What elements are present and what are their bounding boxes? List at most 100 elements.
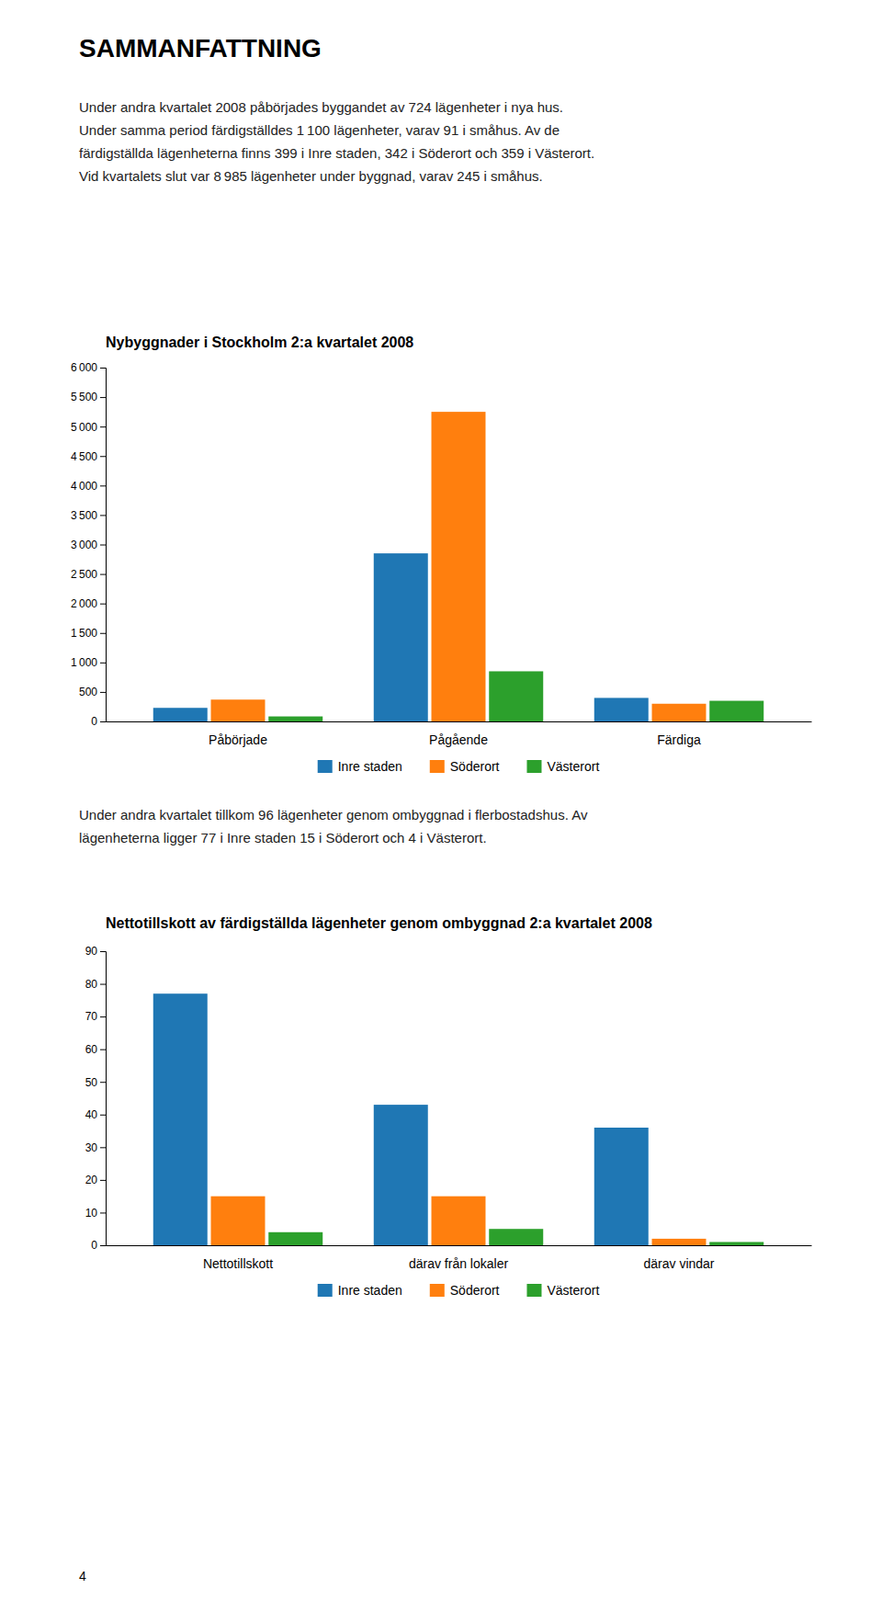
y-tick-mark — [100, 1244, 106, 1246]
y-tick-mark — [100, 544, 106, 546]
y-tick: 6 000 — [70, 361, 106, 374]
y-tick-label: 6 000 — [70, 361, 98, 374]
y-tick-label: 1 500 — [70, 626, 98, 640]
x-tick: därav från lokaler — [408, 1255, 509, 1271]
x-tick: Påbörjade — [208, 732, 268, 747]
y-tick-label: 2 500 — [70, 567, 98, 581]
legend-label: Söderort — [450, 758, 500, 774]
legend-swatch — [317, 759, 333, 773]
x-tick: Nettotillskott — [203, 1255, 273, 1271]
x-tick: därav vindar — [643, 1255, 714, 1271]
y-tick-mark — [100, 455, 106, 457]
y-tick: 70 — [85, 1009, 106, 1023]
y-tick-mark — [100, 603, 106, 605]
chart: 0 10 20 30 40 50 60 70 80 90 Nettotillskott därav f… — [85, 944, 813, 1271]
y-tick: 30 — [85, 1141, 106, 1154]
y-tick-mark — [100, 1049, 106, 1051]
y-tick-label: 500 — [79, 685, 98, 699]
x-tick-label: Pågående — [429, 732, 488, 747]
legend-item: Söderort — [429, 1282, 500, 1298]
y-tick-mark — [100, 983, 106, 985]
y-tick-mark — [100, 1179, 106, 1181]
y-tick-mark — [100, 514, 106, 516]
y-tick-mark — [100, 1081, 106, 1083]
y-axis: 05001 0001 5002 0002 5003 0003 5004 0004… — [70, 361, 107, 728]
y-tick: 60 — [85, 1042, 106, 1056]
y-tick: 0 — [90, 1238, 106, 1252]
bar — [488, 1228, 543, 1245]
y-tick: 1 000 — [70, 655, 106, 669]
y-tick-label: 20 — [85, 1173, 99, 1187]
legend-swatch — [429, 759, 445, 773]
x-axis-line — [106, 1244, 813, 1246]
y-tick: 40 — [85, 1108, 106, 1121]
y-tick-label: 2 000 — [70, 597, 98, 611]
y-tick: 2 500 — [70, 567, 106, 581]
y-tick-label: 80 — [85, 977, 99, 991]
series — [153, 553, 649, 722]
y-tick-mark — [100, 633, 106, 634]
paragraph-line: färdigställda lägenheterna finns 399 i I… — [79, 145, 595, 161]
y-tick: 1 500 — [70, 626, 106, 640]
y-tick: 20 — [85, 1173, 106, 1187]
y-tick-label: 3 000 — [70, 538, 98, 552]
series — [211, 411, 707, 722]
y-tick-mark — [100, 721, 106, 723]
y-tick: 3 500 — [70, 508, 106, 522]
legend-item: Söderort — [429, 758, 500, 774]
x-tick-label: Färdiga — [656, 732, 702, 747]
legend: Inre stadenSöderortVästerort — [317, 758, 600, 774]
x-tick-label: därav från lokaler — [408, 1255, 509, 1271]
series — [211, 1196, 707, 1245]
x-axis: Påbörjade Pågående Färdiga — [106, 722, 813, 747]
y-axis-line — [100, 951, 107, 1246]
y-tick: 10 — [85, 1206, 106, 1220]
bar — [153, 707, 208, 722]
y-tick-label: 40 — [85, 1108, 99, 1121]
y-tick: 4 000 — [70, 479, 106, 493]
y-tick-label: 50 — [85, 1075, 99, 1089]
x-tick: Färdiga — [656, 732, 702, 747]
y-tick: 2 000 — [70, 597, 106, 611]
y-tick-label: 4 000 — [70, 479, 98, 493]
paragraph-line: Under samma period färdigställdes 1 100 … — [79, 122, 560, 138]
paragraph-line: Under andra kvartalet tillkom 96 lägenhe… — [79, 806, 588, 823]
legend-label: Västerort — [546, 758, 600, 774]
page-title: SAMMANFATTNING — [79, 33, 322, 63]
bar — [652, 703, 707, 722]
bar — [594, 697, 649, 722]
chart: 05001 0001 5002 0002 5003 0003 5004 0004… — [70, 361, 813, 747]
legend: Inre staden Söderort Västerort — [317, 1282, 600, 1298]
legend-swatch — [317, 1283, 333, 1297]
bar — [431, 1196, 487, 1245]
y-tick: 50 — [85, 1075, 106, 1089]
bar — [268, 1232, 323, 1245]
bar — [709, 1241, 764, 1245]
bars — [153, 411, 764, 722]
series — [268, 670, 764, 722]
y-tick-mark — [100, 691, 106, 693]
page-footer: 4 — [79, 1568, 87, 1584]
legend-item: Västerort — [526, 1282, 600, 1298]
y-tick: 80 — [85, 977, 106, 991]
chart-title: Nettotillskott av färdigställda lägenhet… — [105, 915, 653, 931]
y-tick-label: 0 — [90, 714, 98, 728]
x-tick-label: Nettotillskott — [203, 1255, 273, 1271]
y-tick-label: 1 000 — [70, 655, 98, 669]
y-axis: 0 10 20 30 40 50 60 70 80 90 — [85, 944, 107, 1252]
y-tick-mark — [100, 1211, 106, 1213]
series — [153, 993, 649, 1245]
page: SAMMANFATTNING Under andra kvartalet 2008… — [0, 0, 882, 1600]
y-tick-mark — [100, 1114, 106, 1116]
paragraph-line: Under andra kvartalet 2008 påbörjades by… — [79, 99, 564, 115]
legend-item: Inre staden — [317, 1282, 403, 1298]
bar — [373, 553, 429, 722]
y-tick-label: 3 500 — [70, 508, 98, 522]
legend-label: Inre staden — [338, 1282, 403, 1298]
y-tick-mark — [100, 485, 106, 487]
bar — [431, 411, 487, 722]
paragraph-line: lägenheterna ligger 77 i Inre staden 15 … — [79, 829, 487, 846]
y-tick: 90 — [85, 944, 106, 958]
y-tick-mark — [100, 950, 106, 952]
x-axis: Nettotillskott därav från lokaler därav vi… — [106, 1245, 813, 1271]
